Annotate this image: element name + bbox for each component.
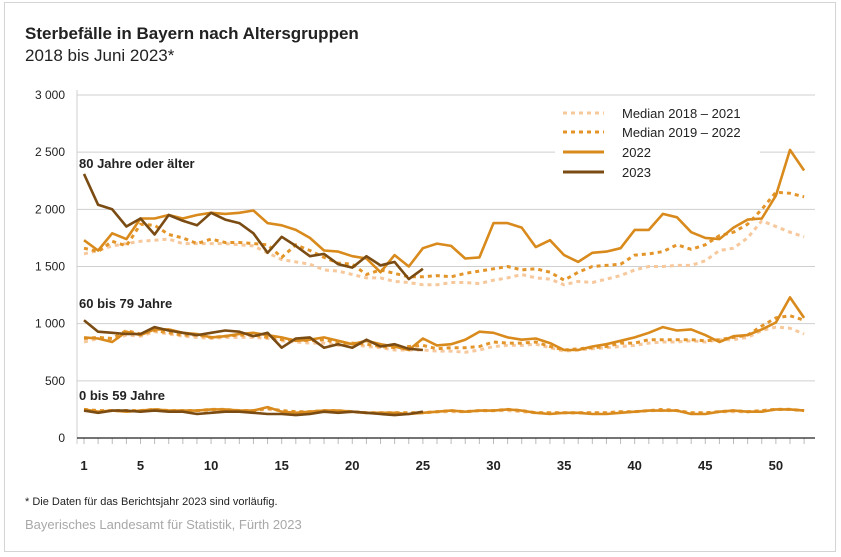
series-line-y2022-group-2 (83, 296, 806, 352)
x-tick-label: 35 (557, 458, 571, 473)
series-line-m1821-group-1 (83, 219, 805, 287)
x-tick-label: 1 (80, 458, 87, 473)
legend-bg (555, 142, 760, 160)
group-label: 60 bis 79 Jahre (79, 296, 172, 311)
group-label: 80 Jahre oder älter (79, 156, 195, 171)
x-tick-label: 30 (486, 458, 500, 473)
x-tick-label: 20 (345, 458, 359, 473)
x-tick-label: 15 (274, 458, 288, 473)
x-tick-label: 5 (137, 458, 144, 473)
series-line-y2022-group-3 (83, 405, 805, 416)
x-tick-label: 40 (627, 458, 641, 473)
legend-label-m1821: Median 2018 – 2021 (622, 106, 741, 121)
y-tick-label: 2 000 (35, 202, 65, 216)
chart-title: Sterbefälle in Bayern nach Altersgruppen (25, 24, 359, 43)
series-line-y2023-group-2 (83, 319, 424, 352)
group-label: 0 bis 59 Jahre (79, 388, 165, 403)
footnote: * Die Daten für das Berichtsjahr 2023 si… (25, 496, 278, 508)
series-line-y2023-group-1 (82, 173, 424, 281)
series-line-y2023-group-3 (83, 409, 424, 417)
series-line-m1821-group-2 (83, 325, 805, 354)
legend-label-y2023: 2023 (622, 165, 651, 180)
legend-bg (555, 103, 760, 121)
series-line-m1922-group-1 (83, 190, 805, 282)
y-tick-label: 1 000 (35, 317, 65, 331)
legend-label-y2022: 2022 (622, 145, 651, 160)
legend-label-m1922: Median 2019 – 2022 (622, 125, 741, 140)
x-tick-label: 25 (416, 458, 430, 473)
series-line-y2022-group-1 (83, 148, 806, 274)
chart-frame (4, 2, 836, 552)
x-tick-label: 45 (698, 458, 712, 473)
source-note: Bayerisches Landesamt für Statistik, Für… (25, 517, 302, 532)
legend-bg (555, 162, 760, 180)
y-tick-label: 0 (58, 431, 65, 445)
x-tick-label: 10 (204, 458, 218, 473)
chart-subtitle: 2018 bis Juni 2023* (25, 46, 175, 65)
y-tick-label: 1 500 (35, 260, 65, 274)
x-tick-label: 50 (769, 458, 783, 473)
y-tick-label: 500 (45, 374, 65, 388)
legend-bg (555, 122, 760, 140)
y-tick-label: 2 500 (35, 145, 65, 159)
y-tick-label: 3 000 (35, 88, 65, 102)
